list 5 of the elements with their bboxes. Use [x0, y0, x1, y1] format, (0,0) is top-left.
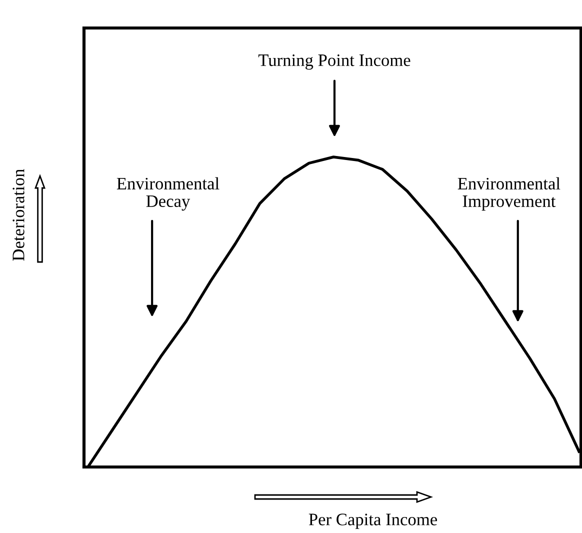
x-axis-title: Per Capita Income: [308, 514, 437, 529]
annotation: Environmental Improvement: [458, 177, 560, 211]
text: Turning Point Income: [258, 54, 410, 70]
annotation: Environmental Decay: [116, 177, 220, 211]
y-axis-title: Deterioration: [12, 168, 24, 261]
